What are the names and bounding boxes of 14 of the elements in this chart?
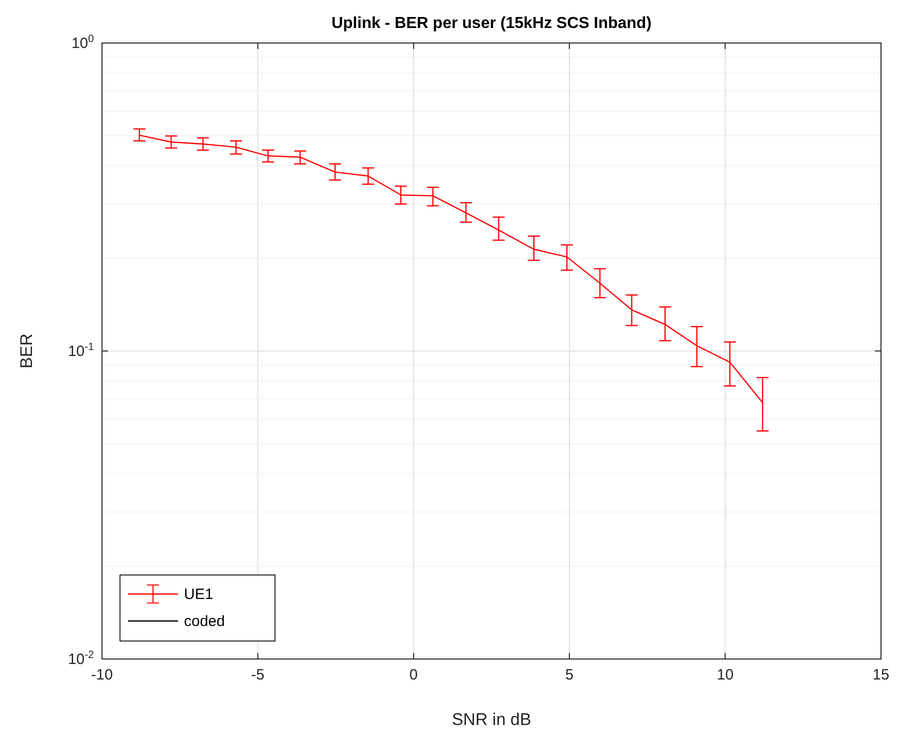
x-tick-label: 10 bbox=[716, 666, 734, 684]
x-tick-label: 0 bbox=[409, 666, 418, 684]
y-tick-label: 10$^{0}$ bbox=[71, 32, 94, 52]
legend-label: UE1 bbox=[184, 586, 214, 603]
legend-label: coded bbox=[184, 613, 225, 630]
chart-title: Uplink - BER per user (15kHz SCS Inband) bbox=[331, 15, 652, 32]
y-axis-title: BER bbox=[17, 334, 36, 368]
x-tick-label: -5 bbox=[251, 666, 264, 684]
y-tick-label: 10$^{-2}$ bbox=[68, 648, 94, 668]
y-tick-label: 10$^{-1}$ bbox=[68, 340, 94, 360]
x-axis-title: SNR in dB bbox=[452, 710, 532, 729]
x-tick-label: -10 bbox=[91, 666, 113, 684]
x-tick-label: 15 bbox=[872, 666, 890, 684]
x-tick-label: 5 bbox=[565, 666, 574, 684]
